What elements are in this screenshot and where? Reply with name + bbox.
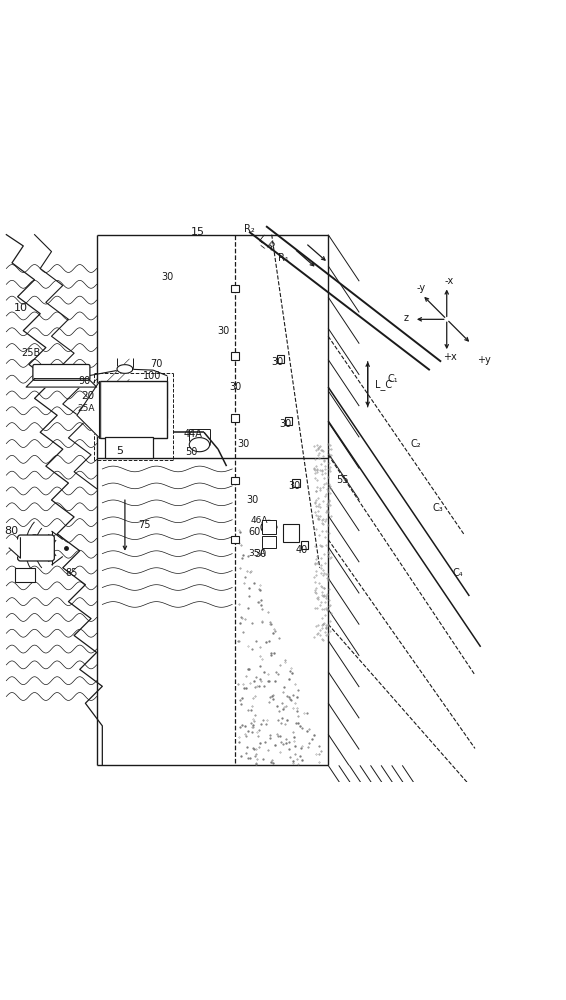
Text: 35A: 35A — [248, 549, 266, 558]
Bar — [262, 536, 276, 548]
Text: 44A: 44A — [183, 429, 202, 439]
Text: C₂: C₂ — [410, 439, 421, 449]
Text: 75: 75 — [139, 520, 151, 530]
Text: 60: 60 — [248, 527, 261, 537]
Text: 5: 5 — [116, 446, 123, 456]
Bar — [231, 352, 239, 360]
Text: C₁: C₁ — [388, 374, 398, 384]
Text: C₄: C₄ — [453, 568, 464, 578]
Text: z: z — [404, 313, 409, 323]
Bar — [231, 536, 239, 543]
Text: 50: 50 — [185, 447, 198, 457]
Bar — [105, 437, 153, 458]
Text: 30: 30 — [246, 495, 258, 505]
Bar — [285, 417, 292, 425]
Text: 25B: 25B — [22, 348, 41, 358]
Bar — [231, 285, 239, 292]
Text: 30: 30 — [217, 326, 230, 336]
Text: 90: 90 — [78, 376, 91, 386]
Bar — [292, 479, 299, 487]
Text: 30: 30 — [271, 357, 284, 367]
Polygon shape — [26, 379, 97, 387]
Text: L_R: L_R — [256, 233, 276, 253]
Text: 30: 30 — [280, 419, 292, 429]
Bar — [231, 414, 239, 422]
Text: +y: +y — [477, 355, 490, 365]
Text: +x: +x — [443, 352, 456, 362]
Text: 30: 30 — [237, 439, 250, 449]
FancyBboxPatch shape — [33, 364, 90, 380]
Text: 30: 30 — [161, 272, 173, 282]
Polygon shape — [189, 438, 209, 452]
Text: 46A: 46A — [251, 516, 268, 525]
Text: -y: -y — [416, 283, 425, 293]
Polygon shape — [9, 538, 20, 558]
Text: R₂: R₂ — [244, 224, 255, 234]
Text: 15: 15 — [191, 227, 205, 237]
Text: 30: 30 — [288, 481, 301, 491]
Text: 10: 10 — [14, 303, 28, 313]
Bar — [277, 355, 284, 363]
Text: C₃: C₃ — [433, 503, 444, 513]
Bar — [100, 381, 168, 438]
Text: L_C: L_C — [375, 379, 392, 390]
Bar — [283, 524, 299, 542]
Text: 100: 100 — [143, 371, 161, 381]
FancyBboxPatch shape — [18, 535, 54, 561]
Text: 55: 55 — [336, 475, 349, 485]
Bar — [231, 477, 239, 484]
Text: 30: 30 — [254, 549, 267, 559]
Bar — [262, 520, 276, 534]
Text: 25A: 25A — [78, 404, 95, 413]
Text: 20: 20 — [82, 391, 95, 401]
Text: -x: -x — [445, 276, 454, 286]
Bar — [15, 568, 35, 582]
Text: 70: 70 — [150, 359, 162, 369]
Bar — [301, 541, 308, 549]
Polygon shape — [77, 381, 100, 438]
Text: 85: 85 — [65, 568, 78, 578]
Text: R₁: R₁ — [278, 253, 288, 263]
Text: 40: 40 — [295, 545, 308, 555]
Text: 80: 80 — [4, 526, 18, 536]
Text: 30: 30 — [229, 382, 241, 392]
Polygon shape — [117, 365, 133, 373]
